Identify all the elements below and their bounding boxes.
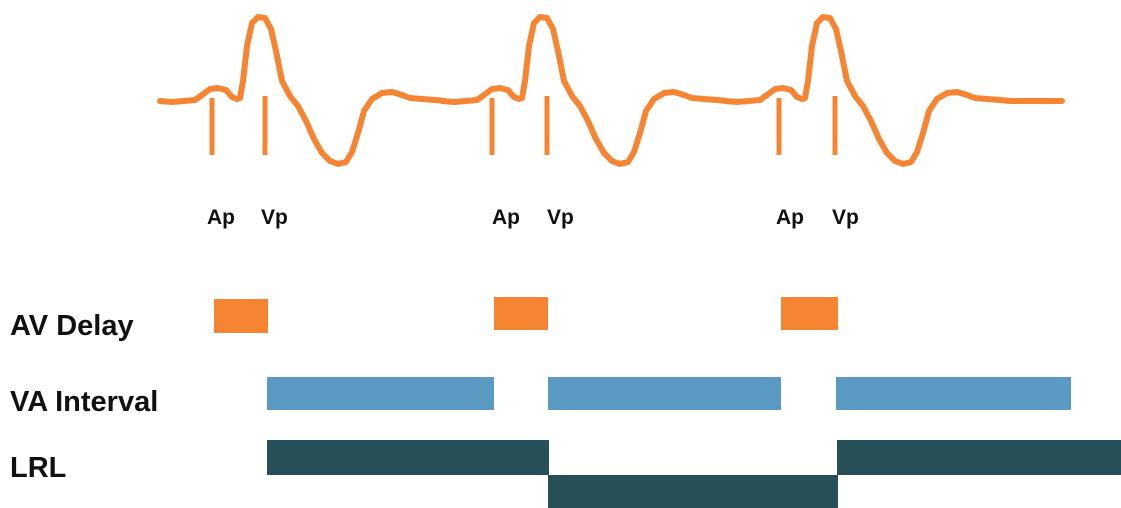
lrl-bar <box>548 475 838 508</box>
va-interval-bar <box>267 377 494 410</box>
vp-label: Vp <box>261 206 288 229</box>
av-delay-bars <box>214 297 838 333</box>
av-delay-label: AV Delay <box>10 310 134 342</box>
pace-labels: Ap Vp Ap Vp Ap Vp <box>207 206 859 229</box>
lrl-bars <box>267 440 1121 508</box>
av-delay-bar <box>781 297 838 330</box>
vp-label: Vp <box>832 206 859 229</box>
vp-label: Vp <box>547 206 574 229</box>
lrl-bar <box>267 440 549 475</box>
lrl-label: LRL <box>10 452 66 484</box>
av-delay-bar <box>214 299 268 333</box>
av-delay-bar <box>494 297 548 330</box>
va-interval-bar <box>836 377 1071 410</box>
ap-label: Ap <box>776 206 804 229</box>
pacing-spikes <box>209 96 838 155</box>
va-interval-bar <box>548 377 781 410</box>
lrl-bar <box>837 440 1121 475</box>
va-interval-label: VA Interval <box>10 386 158 418</box>
va-interval-bars <box>267 377 1071 410</box>
ecg-trace <box>157 14 1065 167</box>
ap-label: Ap <box>207 206 235 229</box>
ap-label: Ap <box>492 206 520 229</box>
